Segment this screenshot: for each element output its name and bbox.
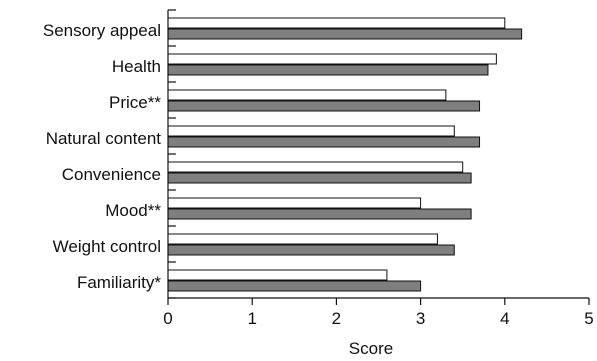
category-label-6: Weight control — [53, 237, 161, 256]
bar-white-4 — [167, 161, 464, 173]
category-label-2: Price** — [109, 93, 161, 112]
category-label-3: Natural content — [46, 129, 162, 148]
x-tick-label-4: 4 — [500, 309, 509, 328]
category-label-7: Familiarity* — [77, 273, 161, 292]
labels-layer: 0 1 2 3 4 5 Sensory appeal Health Price** Natural… — [43, 21, 594, 328]
bar-white-1 — [167, 53, 497, 65]
x-axis-title: Score — [349, 339, 393, 358]
bar-white-7 — [167, 269, 388, 281]
category-label-0: Sensory appeal — [43, 21, 161, 40]
x-tick-label-0: 0 — [163, 309, 172, 328]
x-tick-label-5: 5 — [584, 309, 593, 328]
bar-white-6 — [167, 233, 438, 245]
category-label-5: Mood** — [105, 201, 161, 220]
x-tick-label-3: 3 — [416, 309, 425, 328]
bar-gray-1 — [167, 64, 489, 76]
bar-white-2 — [167, 89, 447, 101]
axes — [167, 9, 590, 305]
bar-white-5 — [167, 197, 422, 209]
category-label-4: Convenience — [62, 165, 161, 184]
bar-gray-4 — [167, 172, 472, 184]
bar-white-0 — [167, 17, 506, 29]
bar-gray-2 — [167, 100, 481, 112]
bar-white-3 — [167, 125, 455, 137]
bar-gray-6 — [167, 244, 455, 256]
bar-gray-7 — [167, 280, 422, 292]
bar-gray-0 — [167, 28, 523, 40]
x-tick-label-2: 2 — [332, 309, 341, 328]
bars-layer — [167, 17, 523, 292]
x-tick-label-1: 1 — [247, 309, 256, 328]
bar-gray-5 — [167, 208, 472, 220]
category-label-1: Health — [112, 57, 161, 76]
bar-gray-3 — [167, 136, 481, 148]
